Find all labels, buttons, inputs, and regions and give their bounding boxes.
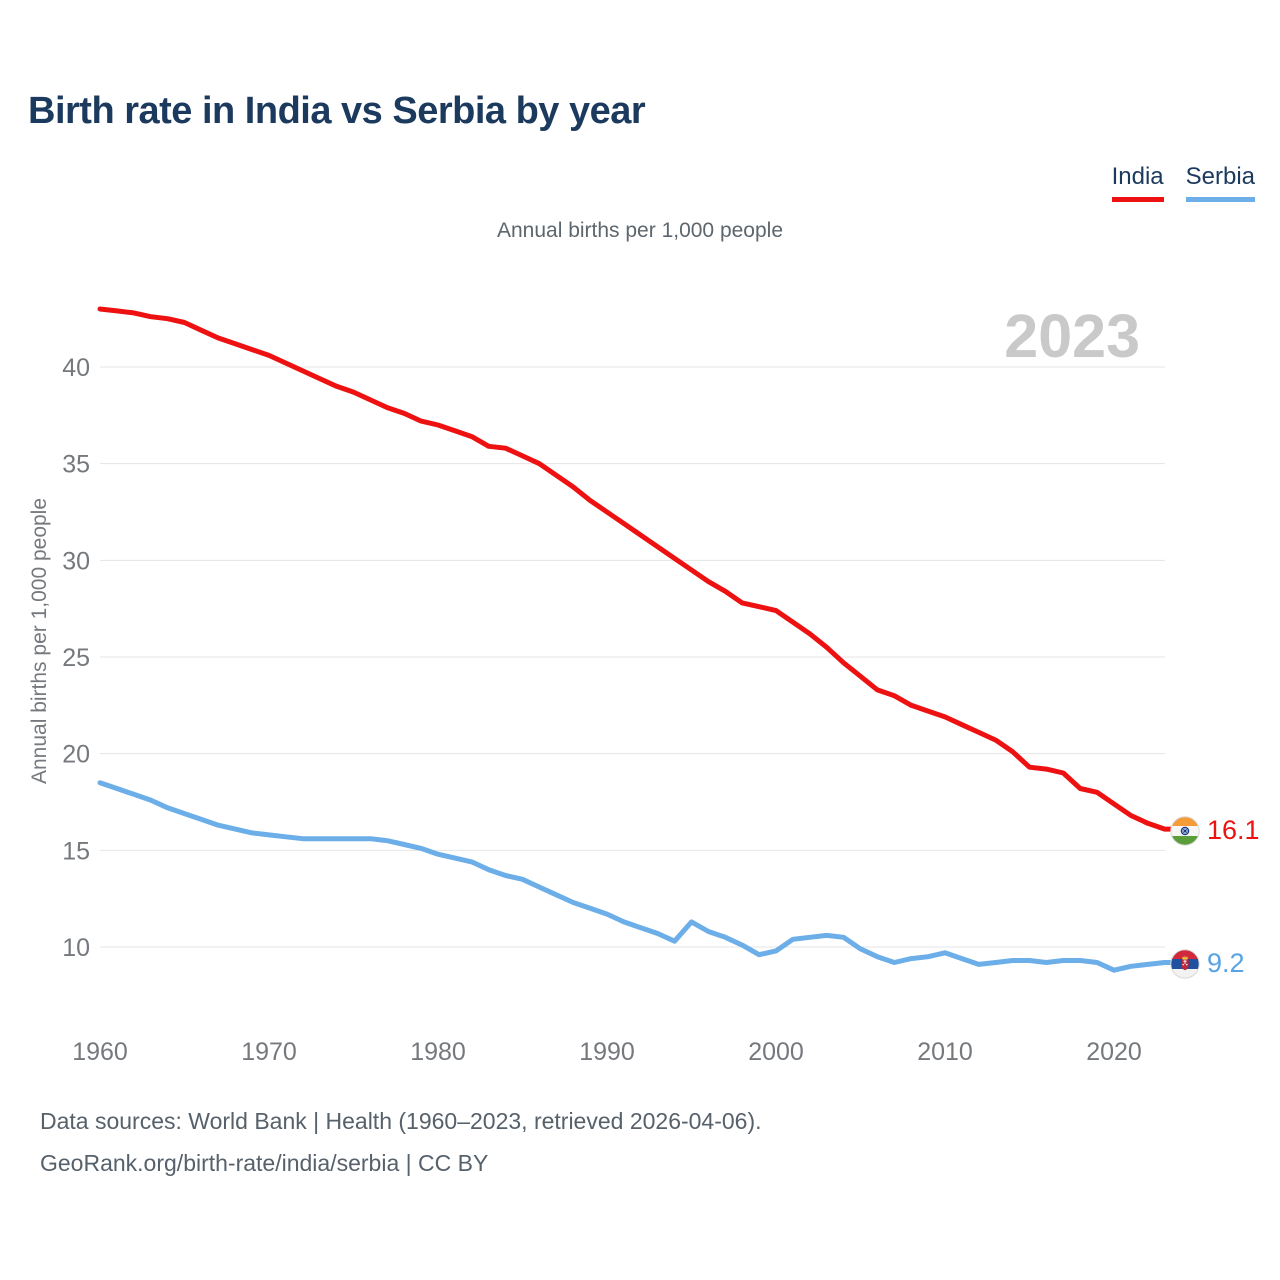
page-title: Birth rate in India vs Serbia by year	[28, 90, 646, 132]
legend-label-serbia[interactable]: Serbia	[1185, 163, 1255, 190]
india-flag-icon	[1170, 815, 1200, 846]
y-tick-label: 10	[62, 934, 90, 962]
end-label-serbia: 9.2	[1170, 948, 1245, 979]
y-tick-label: 15	[62, 837, 90, 865]
india-line[interactable]	[97, 306, 1176, 832]
legend: India Serbia	[1111, 163, 1255, 202]
y-axis-title: Annual births per 1,000 people	[28, 498, 51, 784]
x-tick-label: 1970	[241, 1038, 297, 1066]
footer: Data sources: World Bank | Health (1960–…	[40, 1100, 762, 1184]
legend-underline-serbia	[1185, 197, 1255, 202]
x-tick-label: 1960	[72, 1038, 128, 1066]
x-tick-label: 2000	[748, 1038, 804, 1066]
legend-underline-india	[1111, 197, 1164, 202]
year-watermark: 2023	[1004, 302, 1140, 370]
legend-item-serbia[interactable]: Serbia	[1185, 163, 1255, 202]
legend-label-india[interactable]: India	[1111, 163, 1164, 190]
x-tick-label: 2010	[917, 1038, 973, 1066]
y-tick-label: 30	[62, 547, 90, 575]
serbia-flag-icon	[1170, 948, 1200, 979]
end-label-india: 16.1	[1170, 815, 1260, 846]
x-tick-label: 1990	[579, 1038, 635, 1066]
x-tick-label: 2020	[1086, 1038, 1142, 1066]
y-tick-label: 20	[62, 741, 90, 769]
chart-subtitle: Annual births per 1,000 people	[496, 219, 784, 242]
y-tick-label: 35	[62, 451, 90, 479]
y-tick-label: 40	[62, 354, 90, 382]
footer-sources: Data sources: World Bank | Health (1960–…	[40, 1108, 762, 1134]
end-value-india: 16.1	[1207, 815, 1260, 845]
legend-item-india[interactable]: India	[1111, 163, 1164, 202]
footer-link: GeoRank.org/birth-rate/india/serbia | CC…	[40, 1150, 489, 1176]
serbia-line[interactable]	[97, 780, 1176, 973]
y-tick-label: 25	[62, 644, 90, 672]
end-value-serbia: 9.2	[1207, 948, 1245, 978]
x-tick-label: 1980	[410, 1038, 466, 1066]
